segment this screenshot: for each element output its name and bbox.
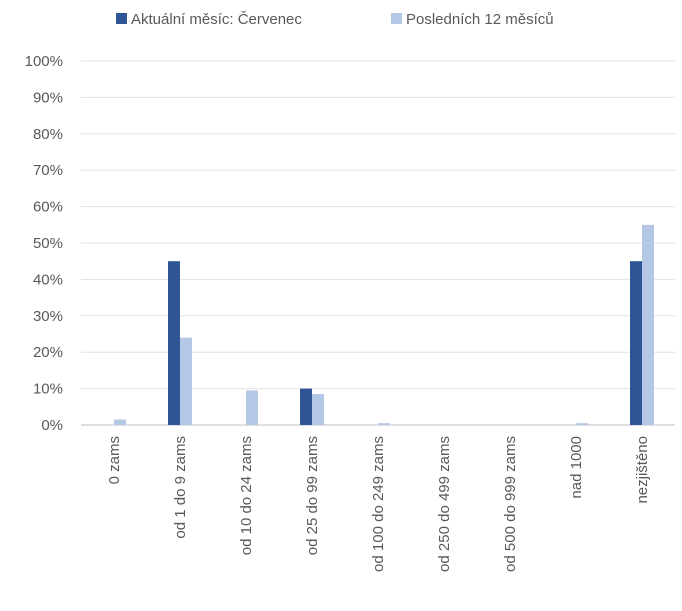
bar-last-12-months [180,337,192,425]
x-tick-label: od 100 do 249 zams [370,436,387,572]
x-tick-label: od 10 do 24 zams [238,436,255,555]
y-tick-label: 60% [33,199,63,216]
y-tick-label: 40% [33,271,63,288]
y-tick-label: 100% [25,53,63,70]
y-tick-label: 20% [33,344,63,361]
y-tick-label: 10% [33,381,63,398]
bar-last-12-months [378,423,390,425]
bar-current-month [630,261,642,425]
y-axis-tick-labels: 0% 10% 20% 30% 40% 50% 60% 70% 80% 90% 100% [25,53,63,434]
x-tick-label: nad 1000 [568,436,585,499]
x-tick-label: od 250 do 499 zams [436,436,453,572]
x-tick-label: od 25 do 99 zams [304,436,321,555]
y-tick-label: 90% [33,89,63,106]
bar-last-12-months [114,419,126,425]
bar-current-month [300,388,312,425]
legend-swatch-last-12-months [391,13,402,24]
x-tick-label: od 1 do 9 zams [172,436,189,539]
legend-label-current-month: Aktuální měsíc: Červenec [131,11,302,28]
y-tick-label: 50% [33,235,63,252]
x-tick-label: nezjištěno [634,436,651,504]
x-tick-label: 0 zams [106,436,123,484]
legend-label-last-12-months: Posledních 12 měsíců [406,11,554,28]
legend: Aktuální měsíc: Červenec Posledních 12 m… [116,11,554,28]
bars [114,224,654,425]
legend-swatch-current-month [116,13,127,24]
bar-current-month [168,261,180,425]
bar-last-12-months [246,390,258,425]
y-tick-label: 30% [33,308,63,325]
y-tick-label: 80% [33,126,63,143]
bar-last-12-months [642,224,654,425]
bar-last-12-months [576,423,588,425]
x-tick-label: od 500 do 999 zams [502,436,519,572]
y-tick-label: 70% [33,162,63,179]
y-tick-label: 0% [41,417,63,434]
bar-last-12-months [312,394,324,425]
x-axis-tick-labels: 0 zams od 1 do 9 zams od 10 do 24 zams od 2… [106,436,651,572]
